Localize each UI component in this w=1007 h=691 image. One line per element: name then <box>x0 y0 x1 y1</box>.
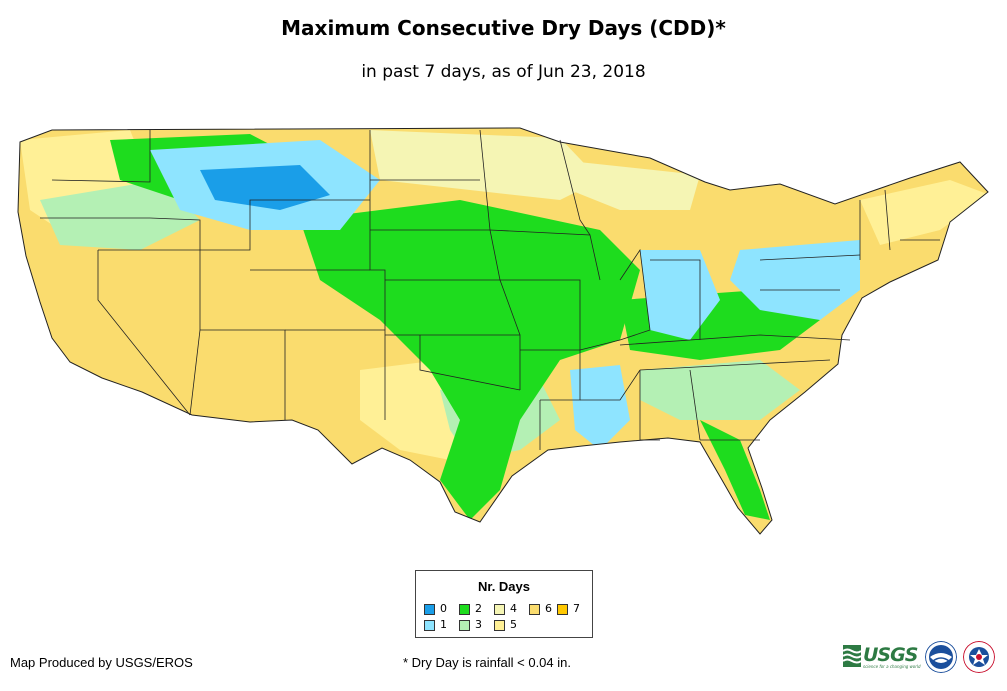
legend-item-0: 0 <box>424 603 447 615</box>
region-1-day-lower-mississippi <box>570 365 630 450</box>
legend-swatch-6 <box>529 603 540 615</box>
nws-seal-icon <box>963 641 995 673</box>
cdd-map <box>17 127 989 535</box>
usgs-logo: USGS science for a changing world <box>843 642 921 670</box>
region-3-days-west <box>40 180 200 250</box>
usgs-wave-icon <box>843 645 861 667</box>
state-boundaries <box>40 129 940 450</box>
region-5-days-new-england <box>860 180 988 245</box>
legend-swatch-2 <box>459 603 470 615</box>
legend-item-1: 1 <box>424 619 447 631</box>
legend-swatch-7 <box>557 603 568 615</box>
noaa-seal-icon <box>925 641 957 673</box>
legend-item-3: 3 <box>459 619 482 631</box>
map-subtitle: in past 7 days, as of Jun 23, 2018 <box>361 62 646 82</box>
legend-swatch-5 <box>494 619 505 631</box>
legend-item-2: 2 <box>459 603 482 615</box>
region-3-days-southeast <box>640 360 800 420</box>
legend-item-6: 6 <box>529 603 552 615</box>
us-outline <box>17 127 989 535</box>
footnote-text: * Dry Day is rainfall < 0.04 in. <box>403 655 571 670</box>
legend: Nr. Days 0 1 2 3 4 5 6 7 <box>415 570 593 638</box>
region-2-days-florida <box>700 420 770 520</box>
region-0-days-idaho <box>200 165 330 210</box>
map-title: Maximum Consecutive Dry Days (CDD)* <box>281 16 726 40</box>
legend-title: Nr. Days <box>477 579 531 594</box>
legend-item-7: 7 <box>557 603 580 615</box>
legend-swatch-0 <box>424 603 435 615</box>
legend-item-4: 4 <box>494 603 517 615</box>
region-4-days-upper-michigan <box>560 160 700 210</box>
legend-item-5: 5 <box>494 619 517 631</box>
legend-swatch-3 <box>459 619 470 631</box>
usgs-wordmark: USGS <box>863 643 918 666</box>
region-4-days-north-plains <box>370 130 600 200</box>
usgs-tagline: science for a changing world <box>863 663 921 669</box>
legend-swatch-1 <box>424 619 435 631</box>
credit-text: Map Produced by USGS/EROS <box>10 655 193 670</box>
legend-swatch-4 <box>494 603 505 615</box>
